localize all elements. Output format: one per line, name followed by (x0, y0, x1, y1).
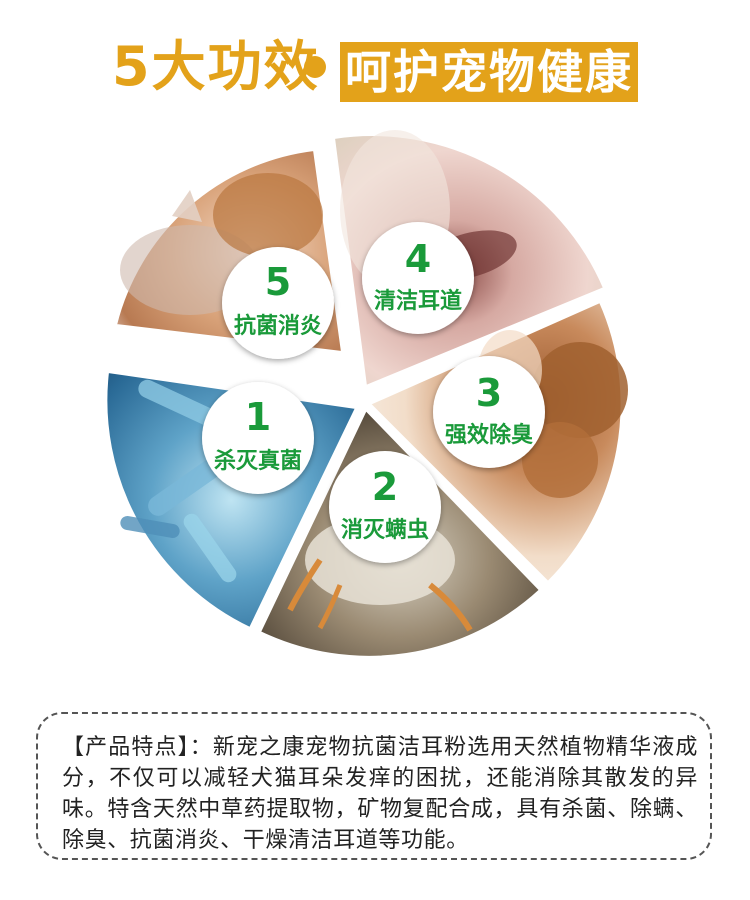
effects-pie: 5 抗菌消炎 4 清洁耳道 3 强效除臭 2 消灭螨虫 1 杀灭真菌 (105, 130, 628, 658)
label-ear-cleaning (362, 222, 474, 334)
label-antibacterial (222, 247, 334, 359)
label-antifungal-text: 杀灭真菌 (214, 448, 302, 474)
title-separator-dot (304, 56, 326, 78)
label-anti-mite (329, 451, 441, 563)
title-pet-health-banner: 呵护宠物健康 (340, 42, 638, 102)
label-antibacterial-text: 抗菌消炎 (234, 313, 322, 339)
label-anti-mite-number: 2 (372, 465, 398, 509)
label-ear-cleaning-text: 清洁耳道 (374, 288, 462, 314)
title-five-effects: 5大功效 (112, 35, 320, 98)
label-ear-cleaning-number: 4 (405, 237, 431, 281)
label-deodorizing-text: 强效除臭 (445, 422, 533, 448)
label-deodorizing-number: 3 (476, 371, 502, 415)
label-antifungal-number: 1 (245, 395, 271, 439)
effects-pie-svg: 5 抗菌消炎 4 清洁耳道 3 强效除臭 2 消灭螨虫 1 杀灭真菌 (105, 130, 628, 658)
label-anti-mite-text: 消灭螨虫 (341, 517, 429, 543)
label-antifungal (202, 382, 314, 494)
label-deodorizing (433, 356, 545, 468)
page-header: 5大功效 呵护宠物健康 (0, 28, 750, 108)
label-antibacterial-number: 5 (265, 260, 291, 304)
product-features-box (36, 712, 712, 860)
product-features-text: 【产品特点】：新宠之康宠物抗菌洁耳粉选用天然植物精华液成分，不仅可以减轻犬猫耳朵… (62, 735, 698, 853)
